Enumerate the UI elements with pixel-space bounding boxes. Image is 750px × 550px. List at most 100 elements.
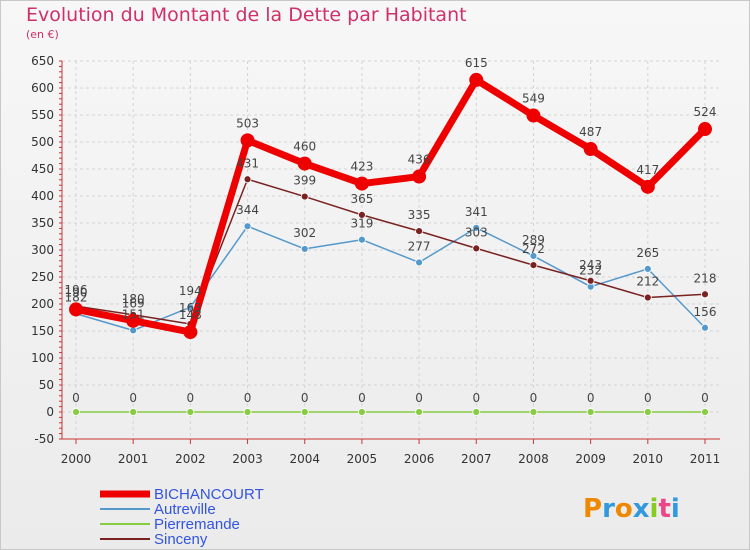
data-label-pierremande: 0 [72, 391, 80, 405]
point-pierremande [72, 408, 80, 416]
logo-letter: t [658, 494, 670, 524]
data-label-pierremande: 0 [644, 391, 652, 405]
legend-label-autreville: Autreville [154, 501, 216, 518]
data-label-pierremande: 0 [472, 391, 480, 405]
data-label-sinceny: 272 [522, 242, 545, 256]
y-tick-label: 650 [31, 54, 54, 68]
point-bichancourt [640, 179, 655, 194]
data-label-sinceny: 303 [465, 225, 488, 239]
point-sinceny [701, 290, 709, 299]
x-tick-label: 2005 [347, 452, 378, 466]
x-tick-label: 2001 [118, 452, 149, 466]
point-pierremande [186, 408, 195, 416]
x-tick-label: 2010 [633, 452, 664, 466]
data-label-pierremande: 0 [358, 391, 366, 405]
series-line-sinceny [75, 178, 706, 325]
x-tick-label: 2003 [232, 452, 263, 466]
data-label-bichancourt: 487 [579, 125, 602, 139]
point-autreville [472, 223, 481, 232]
data-label-pierremande: 0 [587, 391, 595, 405]
data-label-autreville: 344 [236, 203, 259, 217]
point-sinceny [300, 192, 309, 201]
point-pierremande [129, 408, 138, 416]
point-bichancourt [354, 176, 369, 191]
point-bichancourt [412, 169, 427, 184]
y-tick-label: 400 [31, 189, 54, 203]
data-label-autreville: 302 [293, 226, 316, 240]
point-autreville [643, 264, 652, 273]
data-label-autreville: 182 [65, 291, 88, 305]
y-tick-label: 250 [31, 270, 54, 284]
data-label-bichancourt: 148 [179, 308, 202, 322]
x-tick-label: 2008 [518, 452, 549, 466]
point-sinceny [472, 244, 481, 253]
point-autreville [529, 252, 538, 260]
data-label-bichancourt: 460 [293, 140, 316, 154]
y-tick-label: 150 [31, 324, 54, 338]
x-tick-label: 2004 [289, 452, 320, 466]
data-label-pierremande: 0 [244, 391, 252, 405]
legend-label-bichancourt: BICHANCOURT [154, 486, 264, 503]
data-label-bichancourt: 524 [694, 105, 717, 119]
data-label-bichancourt: 190 [65, 285, 88, 299]
y-tick-label: 550 [31, 108, 54, 122]
data-label-sinceny: 180 [122, 292, 145, 306]
grid [62, 60, 720, 440]
point-autreville [701, 323, 709, 332]
point-autreville [300, 245, 309, 253]
series-line-autreville [75, 225, 706, 332]
series-line-bichancourt [75, 76, 708, 336]
point-pierremande [243, 408, 252, 416]
data-label-sinceny: 335 [408, 208, 431, 222]
point-pierremande [300, 408, 309, 416]
point-pierremande [472, 408, 481, 416]
y-tick-label: 100 [31, 351, 54, 365]
chart-title: Evolution du Montant de la Dette par Hab… [26, 4, 467, 26]
logo-letter: P [583, 494, 602, 524]
logo-letter: i [650, 494, 659, 524]
point-bichancourt [126, 313, 141, 328]
point-sinceny [643, 293, 652, 302]
legend-label-pierremande: Pierremande [154, 516, 240, 533]
data-label-sinceny: 163 [179, 301, 202, 315]
data-label-sinceny: 243 [579, 258, 602, 272]
data-label-pierremande: 0 [301, 391, 309, 405]
point-pierremande [643, 408, 652, 416]
logo-letter: i [671, 494, 680, 524]
data-label-autreville: 341 [465, 205, 488, 219]
point-pierremande [358, 408, 366, 416]
y-tick-label: -50 [34, 432, 54, 446]
point-autreville [129, 326, 138, 335]
data-label-bichancourt: 503 [236, 116, 259, 130]
data-label-autreville: 265 [636, 246, 659, 260]
point-sinceny [415, 227, 423, 236]
proxiti-logo: Proxiti [583, 494, 680, 524]
x-tick-label: 2011 [690, 452, 721, 466]
y-tick-label: 500 [31, 135, 54, 149]
point-bichancourt [69, 302, 83, 317]
point-pierremande [529, 408, 538, 416]
data-label-autreville: 232 [579, 264, 602, 278]
data-label-bichancourt: 436 [408, 153, 431, 167]
data-label-autreville: 194 [179, 284, 202, 298]
data-label-sinceny: 196 [65, 283, 88, 297]
data-label-bichancourt: 417 [636, 163, 659, 177]
data-label-autreville: 289 [522, 233, 545, 247]
data-label-autreville: 156 [694, 305, 717, 319]
y-tick-label: 450 [31, 162, 54, 176]
x-tick-label: 2000 [61, 452, 92, 466]
x-tick-label: 2006 [404, 452, 435, 466]
point-pierremande [586, 408, 595, 416]
data-label-sinceny: 218 [694, 271, 717, 285]
x-tick-label: 2002 [175, 452, 206, 466]
y-tick-label: 200 [31, 297, 54, 311]
point-autreville [186, 303, 195, 312]
data-label-autreville: 319 [350, 217, 373, 231]
data-label-autreville: 151 [122, 307, 145, 321]
y-tick-label: 600 [31, 81, 54, 95]
point-bichancourt [526, 108, 541, 123]
data-label-pierremande: 0 [415, 391, 423, 405]
data-label-pierremande: 0 [187, 391, 195, 405]
